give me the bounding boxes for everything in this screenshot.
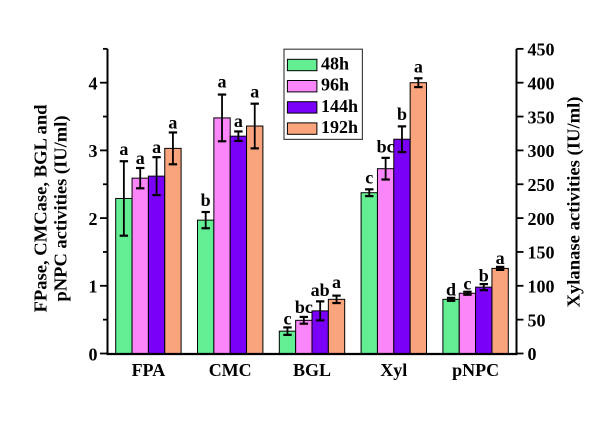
svg-text:100: 100 [528, 277, 555, 297]
svg-text:BGL: BGL [293, 360, 331, 380]
svg-text:CMC: CMC [209, 360, 252, 380]
svg-text:b: b [479, 266, 489, 286]
svg-text:c: c [283, 309, 291, 329]
svg-text:bc: bc [295, 297, 313, 317]
svg-text:1: 1 [89, 277, 98, 297]
svg-text:Xylanase activities (IU/ml): Xylanase activities (IU/ml) [564, 96, 585, 307]
svg-text:pNPC: pNPC [452, 360, 499, 380]
svg-text:300: 300 [528, 141, 555, 161]
svg-text:a: a [234, 111, 243, 131]
svg-text:48h: 48h [321, 54, 349, 74]
svg-text:2: 2 [89, 209, 98, 229]
svg-text:d: d [446, 280, 456, 300]
svg-text:a: a [414, 56, 423, 76]
svg-text:0: 0 [528, 344, 537, 364]
svg-text:350: 350 [528, 107, 555, 127]
svg-text:400: 400 [528, 73, 555, 93]
svg-text:bc: bc [377, 136, 395, 156]
svg-text:pNPC activities (IU/ml): pNPC activities (IU/ml) [51, 115, 72, 301]
svg-text:a: a [332, 272, 341, 292]
svg-text:4: 4 [89, 74, 98, 94]
svg-text:150: 150 [528, 243, 555, 263]
svg-text:c: c [463, 274, 471, 294]
svg-text:b: b [201, 190, 211, 210]
svg-text:a: a [136, 148, 145, 168]
svg-text:200: 200 [528, 209, 555, 229]
svg-text:a: a [152, 137, 161, 157]
svg-text:ab: ab [311, 280, 330, 300]
svg-text:0: 0 [89, 344, 98, 364]
svg-text:a: a [119, 139, 128, 159]
svg-text:450: 450 [528, 40, 555, 60]
svg-text:3: 3 [89, 141, 98, 161]
svg-text:192h: 192h [321, 117, 358, 137]
svg-text:Xyl: Xyl [380, 360, 407, 380]
svg-text:FPase, CMCase, BGL and: FPase, CMCase, BGL and [31, 105, 51, 313]
svg-text:FPA: FPA [132, 360, 166, 380]
svg-text:a: a [250, 81, 259, 101]
svg-text:250: 250 [528, 175, 555, 195]
svg-text:a: a [168, 112, 177, 132]
svg-text:144h: 144h [321, 96, 358, 116]
svg-text:a: a [218, 71, 227, 91]
svg-text:c: c [365, 167, 373, 187]
svg-text:96h: 96h [321, 75, 349, 95]
svg-text:a: a [496, 248, 505, 268]
svg-text:50: 50 [528, 310, 546, 330]
svg-text:b: b [397, 104, 407, 124]
